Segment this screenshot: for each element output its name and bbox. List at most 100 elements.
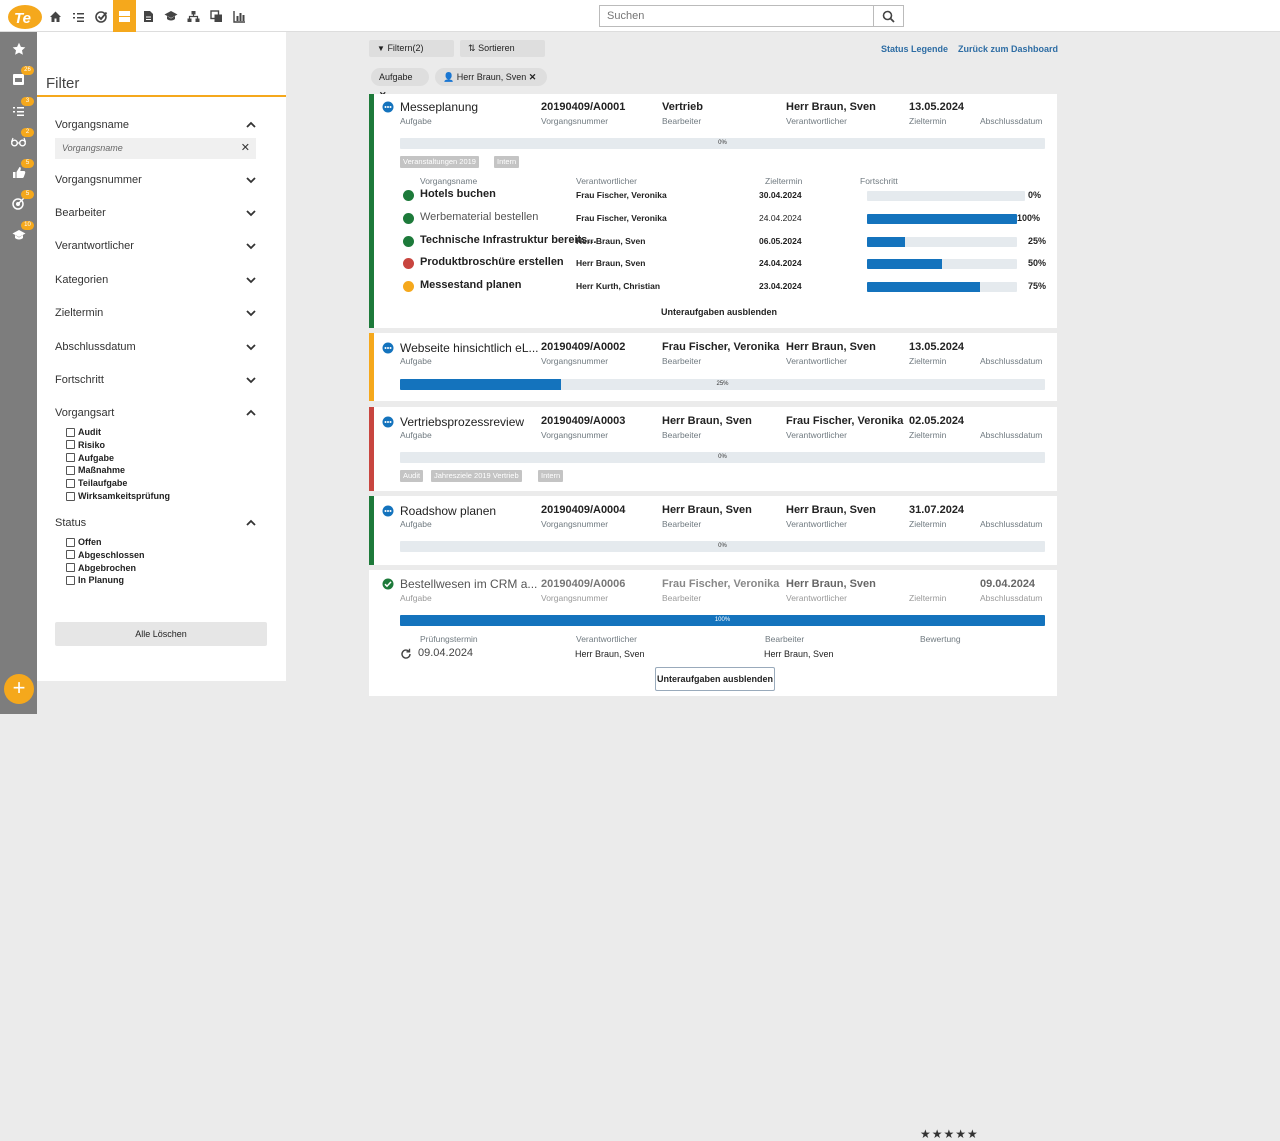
checkbox-box[interactable] [66,478,75,488]
task-title[interactable]: Roadshow planen [400,504,497,518]
checkbox-risiko[interactable]: Risiko [66,440,105,450]
subtask-progress-label: 75% [1028,281,1047,292]
label-due: Zieltermin [909,356,947,366]
task-card[interactable]: Webseite hinsichtlich eL... Aufgabe 2019… [369,333,1057,401]
checkbox-box[interactable] [66,550,75,560]
checkbox-wirksamkeitsprüfung[interactable]: Wirksamkeitsprüfung [66,491,170,501]
search-input[interactable] [599,5,874,27]
chevron-down-icon[interactable] [245,240,257,252]
bar-chart-icon[interactable] [228,0,251,32]
progress-bar: 0% [400,452,1045,463]
target-icon[interactable]: 5 [0,188,37,219]
filter-vorgangsart-header[interactable]: Vorgangsart [55,407,257,419]
filter-section-header[interactable]: Vorgangsnummer [55,174,257,186]
add-button[interactable]: + [4,674,34,704]
chevron-up-icon[interactable] [245,119,257,131]
home-icon[interactable] [44,0,67,32]
task-card[interactable]: Vertriebsprozessreview Aufgabe 20190409/… [369,407,1057,491]
label-number: Vorgangsnummer [541,356,609,366]
chevron-down-icon[interactable] [245,374,257,386]
checklist-icon[interactable]: 3 [0,95,37,126]
checkbox-box[interactable] [66,465,75,475]
task-title[interactable]: Bestellwesen im CRM a... [400,577,538,591]
task-card[interactable]: Messeplanung Aufgabe 20190409/A0001 Vorg… [369,94,1057,328]
vorgangsname-input[interactable]: Vorgangsname ✕ [55,138,256,159]
subtask-name[interactable]: Technische Infrastruktur bereits... [420,233,597,246]
star-icon[interactable] [0,33,37,64]
graduation-cap-icon[interactable] [159,0,182,32]
subtask-name[interactable]: Werbematerial bestellen [420,210,539,223]
filter-label: Verantwortlicher [55,240,134,252]
subtask-name[interactable]: Messestand planen [420,279,522,292]
filter-status-header[interactable]: Status [55,517,257,529]
chevron-down-icon[interactable] [245,274,257,286]
thumbs-icon[interactable]: 5 [0,157,37,188]
checkbox-box[interactable] [66,453,75,463]
copy-icon[interactable] [205,0,228,32]
filter-label: Vorgangsart [55,407,115,419]
inbox-icon[interactable]: 26 [0,64,37,95]
checkbox-box[interactable] [66,563,75,573]
chevron-down-icon[interactable] [245,307,257,319]
checkbox-aufgabe[interactable]: Aufgabe [66,453,114,463]
progress-fill [867,213,1017,224]
hide-subtasks-button[interactable]: Unteraufgaben ausblenden [655,667,775,691]
chevron-up-icon[interactable] [245,517,257,529]
app-logo[interactable]: Te [6,3,44,30]
subtask-name[interactable]: Hotels buchen [420,188,496,200]
hierarchy-icon[interactable] [182,0,205,32]
search-button[interactable] [873,5,904,27]
filter-section-header[interactable]: Kategorien [55,274,257,286]
recurring-icon [401,648,411,659]
filter-section-header[interactable]: Abschlussdatum [55,341,257,353]
filter-vorgangsname-header[interactable]: Vorgangsname [55,119,257,131]
checkbox-maßnahme[interactable]: Maßnahme [66,465,125,475]
task-type: Aufgabe [400,519,432,529]
filter-button[interactable]: ▼ Filtern(2) [369,40,454,57]
filter-section-header[interactable]: Bearbeiter [55,207,257,219]
checkbox-teilaufgabe[interactable]: Teilaufgabe [66,478,127,488]
checkbox-abgebrochen[interactable]: Abgebrochen [66,563,136,573]
check-circle-icon[interactable] [90,0,113,32]
subtask-due: 24.04.2024 [759,258,802,269]
filter-section-header[interactable]: Zieltermin [55,307,257,319]
checkbox-abgeschlossen[interactable]: Abgeschlossen [66,550,145,560]
graduation-cap-icon[interactable]: 10 [0,219,37,250]
checkbox-audit[interactable]: Audit [66,427,101,437]
glasses-icon[interactable]: 2 [0,126,37,157]
task-title[interactable]: Webseite hinsichtlich eL... [400,341,539,355]
clear-all-button[interactable]: Alle Löschen [55,622,267,646]
task-title[interactable]: Messeplanung [400,100,479,114]
label-closed: Abschlussdatum [980,356,1043,366]
subtask-progress-bar [867,259,1017,270]
status-dot [403,235,414,247]
board-icon[interactable] [113,0,136,32]
filter-section-header[interactable]: Verantwortlicher [55,240,257,252]
sort-button[interactable]: ⇅ Sortieren [460,40,545,57]
document-icon[interactable] [136,0,159,32]
checkbox-box[interactable] [66,575,75,585]
hide-subtasks-link[interactable]: Unteraufgaben ausblenden [661,307,778,317]
clear-input-icon[interactable]: ✕ [240,142,250,154]
checkbox-box[interactable] [66,537,75,547]
status-legend-link[interactable]: Status Legende [881,44,949,54]
checkbox-in-planung[interactable]: In Planung [66,575,124,585]
checkbox-offen[interactable]: Offen [66,537,102,547]
chevron-up-icon[interactable] [245,407,257,419]
checkbox-box[interactable] [66,440,75,450]
task-title[interactable]: Vertriebsprozessreview [400,415,525,429]
chevron-down-icon[interactable] [245,207,257,219]
filter-section-header[interactable]: Fortschritt [55,374,257,386]
remove-chip-icon[interactable]: ✕ [528,72,537,82]
list-icon[interactable] [67,0,90,32]
task-card[interactable]: Bestellwesen im CRM a... Aufgabe 2019040… [369,570,1057,1141]
checkbox-box[interactable] [66,491,75,501]
checkbox-box[interactable] [66,427,75,437]
status-stripe [369,333,374,401]
chevron-down-icon[interactable] [245,341,257,353]
task-card[interactable]: Roadshow planen Aufgabe 20190409/A0004 V… [369,496,1057,565]
subtask-name[interactable]: Produktbroschüre erstellen [420,256,564,269]
checkbox-label: Wirksamkeitsprüfung [78,491,170,501]
chevron-down-icon[interactable] [245,174,257,186]
back-to-dashboard-link[interactable]: Zurück zum Dashboard [958,44,1059,54]
